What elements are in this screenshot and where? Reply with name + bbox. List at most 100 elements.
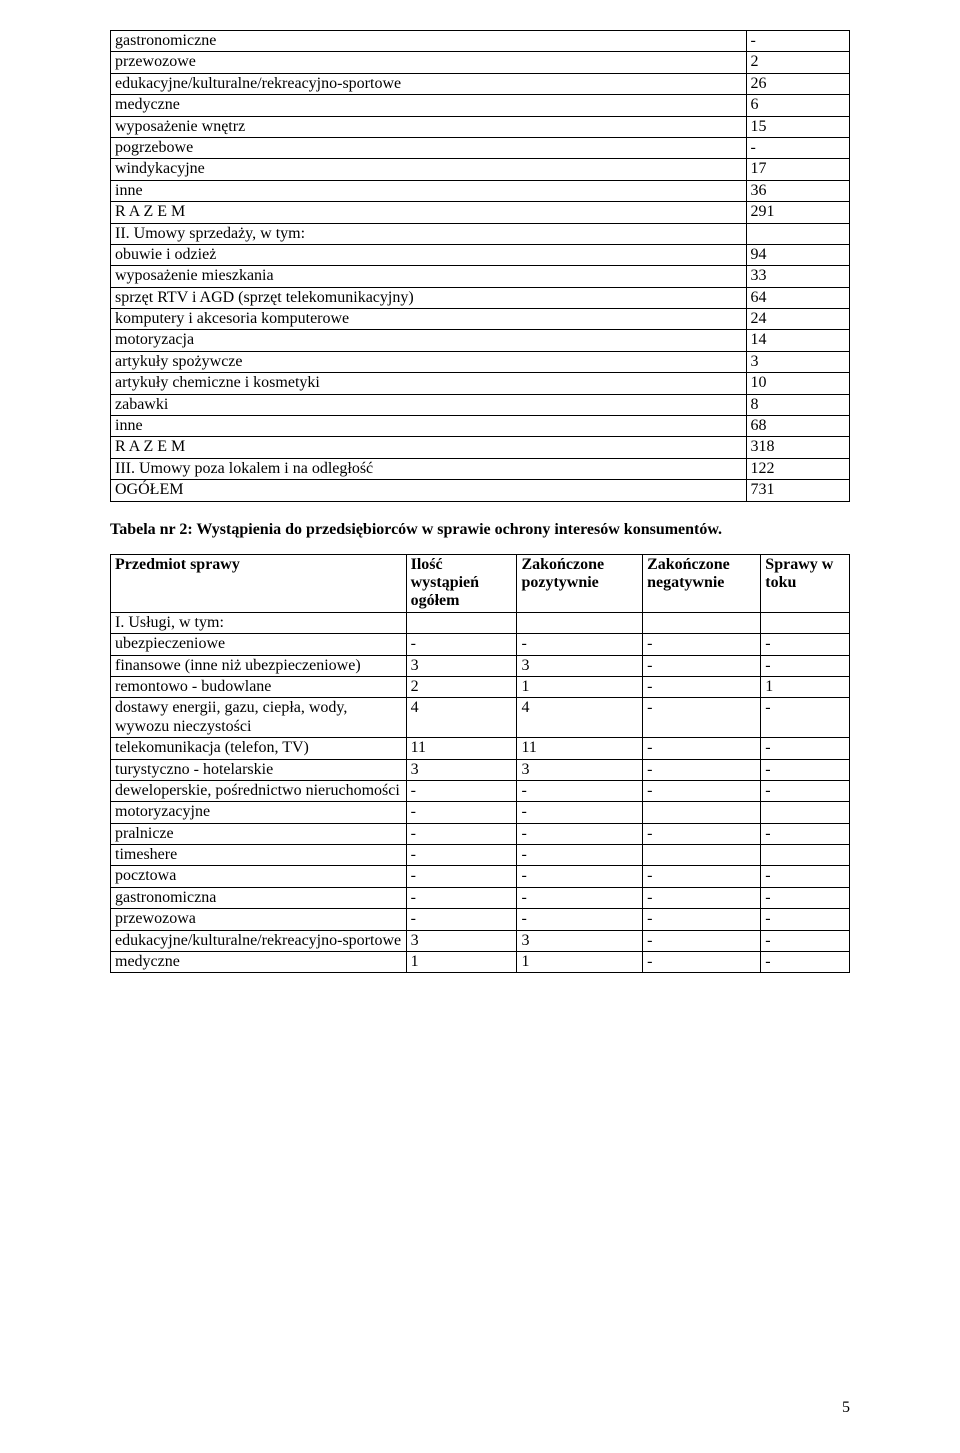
table-row: medyczne11-- <box>111 952 850 973</box>
table-cell-label: motoryzacja <box>111 330 747 351</box>
table-row: gastronomiczna---- <box>111 887 850 908</box>
table-row: edukacyjne/kulturalne/rekreacyjno-sporto… <box>111 73 850 94</box>
table-cell: - <box>406 634 517 655</box>
table-cell: pocztowa <box>111 866 407 887</box>
table-2-header-row: Przedmiot sprawy Ilość wystąpień ogółem … <box>111 554 850 612</box>
table-cell-label: gastronomiczne <box>111 31 747 52</box>
table-cell: - <box>761 909 850 930</box>
table-cell <box>761 802 850 823</box>
table-cell: 3 <box>517 930 643 951</box>
page-number: 5 <box>842 1399 850 1417</box>
table-row: przewozowe2 <box>111 52 850 73</box>
table-cell-label: inne <box>111 416 747 437</box>
table-row: obuwie i odzież94 <box>111 244 850 265</box>
table-cell-value: 318 <box>746 437 849 458</box>
table-row: przewozowa---- <box>111 909 850 930</box>
table-cell: - <box>761 952 850 973</box>
table-cell: - <box>643 952 761 973</box>
table-cell-value: 33 <box>746 266 849 287</box>
table-cell-label: komputery i akcesoria komputerowe <box>111 309 747 330</box>
table-cell: 3 <box>517 759 643 780</box>
table-cell: motoryzacyjne <box>111 802 407 823</box>
table-cell: pralnicze <box>111 823 407 844</box>
table-cell: - <box>643 909 761 930</box>
table-row: wyposażenie wnętrz15 <box>111 116 850 137</box>
table-cell: - <box>761 887 850 908</box>
table-cell-value: 3 <box>746 351 849 372</box>
table-cell: - <box>761 780 850 801</box>
table-cell: medyczne <box>111 952 407 973</box>
table-cell: 3 <box>517 655 643 676</box>
table-row: artykuły chemiczne i kosmetyki10 <box>111 373 850 394</box>
table-cell: - <box>643 698 761 738</box>
table-cell: - <box>643 866 761 887</box>
table-row: ubezpieczeniowe---- <box>111 634 850 655</box>
table-row: komputery i akcesoria komputerowe24 <box>111 309 850 330</box>
table-row: OGÓŁEM731 <box>111 480 850 501</box>
table-cell-value: 36 <box>746 180 849 201</box>
page: gastronomiczne-przewozowe2edukacyjne/kul… <box>0 0 960 1453</box>
table-cell-label: przewozowe <box>111 52 747 73</box>
table-cell-value: 731 <box>746 480 849 501</box>
table-cell: 2 <box>406 676 517 697</box>
table-cell-label: R A Z E M <box>111 437 747 458</box>
table-row: gastronomiczne- <box>111 31 850 52</box>
table-cell: - <box>643 676 761 697</box>
table-row: turystyczno - hotelarskie33-- <box>111 759 850 780</box>
table-cell-label: edukacyjne/kulturalne/rekreacyjno-sporto… <box>111 73 747 94</box>
table-cell: - <box>761 634 850 655</box>
table-row: R A Z E M318 <box>111 437 850 458</box>
table-cell: - <box>761 759 850 780</box>
table-cell: - <box>643 930 761 951</box>
table-cell-label: OGÓŁEM <box>111 480 747 501</box>
table-cell: 3 <box>406 930 517 951</box>
table-cell-value: 17 <box>746 159 849 180</box>
table-cell-value: 24 <box>746 309 849 330</box>
table-cell: przewozowa <box>111 909 407 930</box>
table-row: III. Umowy poza lokalem i na odległość12… <box>111 458 850 479</box>
table-cell <box>406 612 517 633</box>
table-cell: 11 <box>517 738 643 759</box>
table-cell: turystyczno - hotelarskie <box>111 759 407 780</box>
table-cell <box>643 802 761 823</box>
table-cell <box>761 612 850 633</box>
table-cell: - <box>406 887 517 908</box>
table-cell-label: obuwie i odzież <box>111 244 747 265</box>
table-row: finansowe (inne niż ubezpieczeniowe)33-- <box>111 655 850 676</box>
table-cell-value: 291 <box>746 202 849 223</box>
table-cell: - <box>643 655 761 676</box>
table-row: pralnicze---- <box>111 823 850 844</box>
table-cell: - <box>643 738 761 759</box>
table-cell-value: 15 <box>746 116 849 137</box>
table-cell-label: windykacyjne <box>111 159 747 180</box>
table-cell-value: 64 <box>746 287 849 308</box>
table-cell-value: 2 <box>746 52 849 73</box>
table-cell-label: medyczne <box>111 95 747 116</box>
table-cell: - <box>517 866 643 887</box>
table-row: pogrzebowe- <box>111 137 850 158</box>
table-row: I. Usługi, w tym: <box>111 612 850 633</box>
table-cell-value: 122 <box>746 458 849 479</box>
table-row: telekomunikacja (telefon, TV)1111-- <box>111 738 850 759</box>
table-2: Przedmiot sprawy Ilość wystąpień ogółem … <box>110 554 850 974</box>
table-cell: - <box>406 780 517 801</box>
table-cell: - <box>406 845 517 866</box>
table-cell-label: artykuły spożywcze <box>111 351 747 372</box>
table-cell: finansowe (inne niż ubezpieczeniowe) <box>111 655 407 676</box>
table-cell: - <box>643 780 761 801</box>
table-cell: 11 <box>406 738 517 759</box>
table-cell-value: 6 <box>746 95 849 116</box>
table-cell <box>643 845 761 866</box>
table-1: gastronomiczne-przewozowe2edukacyjne/kul… <box>110 30 850 502</box>
table-cell-label: sprzęt RTV i AGD (sprzęt telekomunikacyj… <box>111 287 747 308</box>
table-cell-value: 10 <box>746 373 849 394</box>
table-row: inne68 <box>111 416 850 437</box>
table-row: motoryzacja14 <box>111 330 850 351</box>
table-row: artykuły spożywcze3 <box>111 351 850 372</box>
table-2-header-cell: Ilość wystąpień ogółem <box>406 554 517 612</box>
table-cell: - <box>517 802 643 823</box>
table-cell-value <box>746 223 849 244</box>
table-cell-value: 94 <box>746 244 849 265</box>
table-cell-label: pogrzebowe <box>111 137 747 158</box>
table-cell: deweloperskie, pośrednictwo nieruchomośc… <box>111 780 407 801</box>
